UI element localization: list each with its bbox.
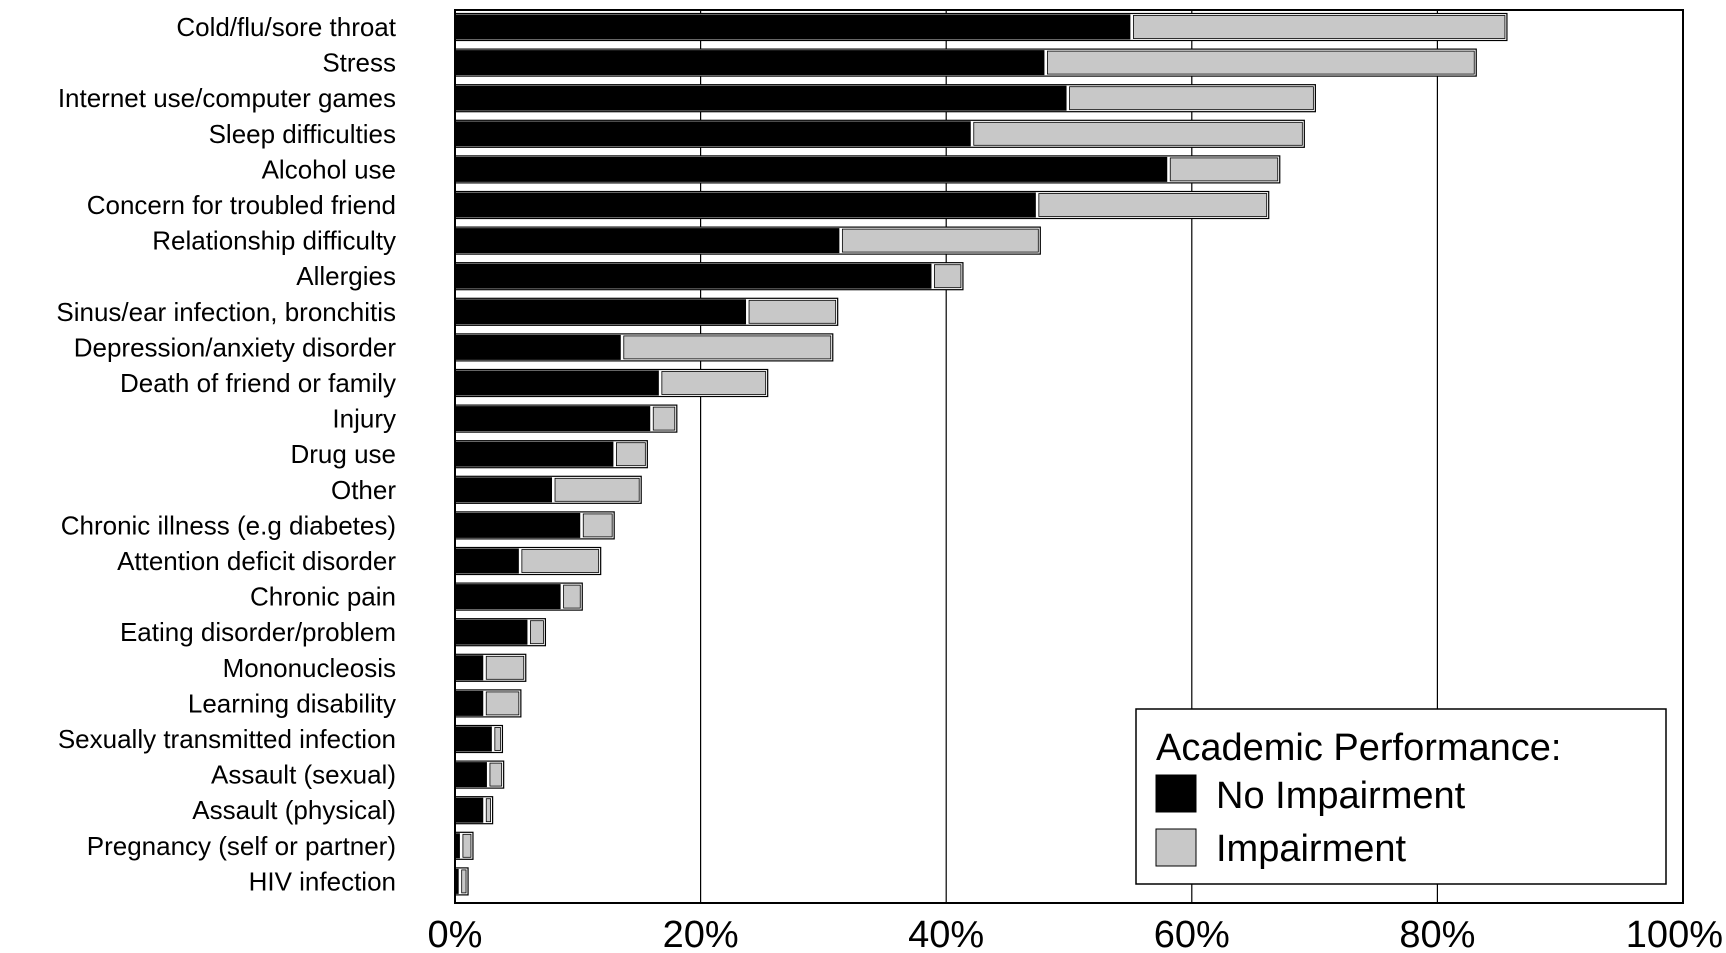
bars xyxy=(454,12,1508,896)
bar-no-impairment xyxy=(455,655,484,681)
category-label: HIV infection xyxy=(249,866,396,896)
category-label: Concern for troubled friend xyxy=(87,190,396,220)
category-label: Eating disorder/problem xyxy=(120,617,396,647)
bar-no-impairment xyxy=(455,762,487,788)
bar-no-impairment xyxy=(455,619,528,645)
bar-impairment xyxy=(485,798,492,823)
category-label: Learning disability xyxy=(188,688,396,718)
bar-no-impairment xyxy=(455,406,651,432)
category-label: Injury xyxy=(332,404,396,434)
legend-box xyxy=(1135,708,1667,885)
bar-impairment xyxy=(485,655,525,680)
category-label: Chronic illness (e.g diabetes) xyxy=(61,510,396,540)
bar-impairment xyxy=(1169,157,1279,182)
bar-impairment xyxy=(462,833,472,858)
bar-impairment xyxy=(1133,15,1506,39)
category-label: Sinus/ear infection, bronchitis xyxy=(56,297,396,327)
category-label: Sexually transmitted infection xyxy=(58,724,396,754)
x-tick-label: 60% xyxy=(1154,914,1230,953)
category-label: Mononucleosis xyxy=(223,653,396,683)
bar-impairment xyxy=(554,477,640,502)
bar-no-impairment xyxy=(455,726,492,752)
bar-impairment xyxy=(494,727,501,751)
bar-no-impairment xyxy=(455,14,1131,40)
category-labels: Cold/flu/sore throat Stress Internet use/c… xyxy=(56,12,396,896)
bar-no-impairment xyxy=(455,228,840,254)
x-tick-label: 20% xyxy=(663,914,739,953)
category-label: Death of friend or family xyxy=(120,368,396,398)
bar-impairment xyxy=(1069,86,1314,111)
category-label: Assault (sexual) xyxy=(211,760,396,790)
x-tick-labels: 0% 20% 40% 60% 80% 100% xyxy=(428,914,1723,953)
x-tick-label: 0% xyxy=(428,914,483,953)
bar-impairment xyxy=(521,549,600,573)
category-label: Assault (physical) xyxy=(192,795,396,825)
bar-impairment xyxy=(582,513,613,538)
bar-impairment xyxy=(973,121,1303,146)
bar-no-impairment xyxy=(455,85,1067,111)
bar-no-impairment xyxy=(455,441,614,467)
bar-no-impairment xyxy=(455,156,1168,182)
category-label: Allergies xyxy=(296,261,396,291)
category-label: Internet use/computer games xyxy=(58,83,396,113)
bar-no-impairment xyxy=(455,477,553,503)
bar-impairment xyxy=(661,371,767,395)
bar-impairment xyxy=(461,869,467,894)
bar-no-impairment xyxy=(455,121,971,147)
x-tick-label: 40% xyxy=(908,914,984,953)
legend-title: Academic Performance: xyxy=(1156,727,1562,769)
category-label: Pregnancy (self or partner) xyxy=(87,831,396,861)
bar-no-impairment xyxy=(455,50,1045,76)
bar-no-impairment xyxy=(455,797,484,823)
legend-label-impairment: Impairment xyxy=(1216,828,1406,870)
bar-impairment xyxy=(530,620,544,645)
category-label: Sleep difficulties xyxy=(209,119,396,149)
category-label: Alcohol use xyxy=(262,154,396,184)
bar-impairment xyxy=(934,264,962,289)
category-label: Relationship difficulty xyxy=(152,226,396,256)
bar-impairment xyxy=(748,299,837,324)
category-label: Stress xyxy=(322,48,396,78)
bar-impairment xyxy=(652,406,676,431)
x-tick-label: 100% xyxy=(1626,914,1723,953)
bar-impairment xyxy=(623,335,832,360)
bar-no-impairment xyxy=(455,299,747,325)
bar-impairment xyxy=(485,691,520,716)
category-label: Drug use xyxy=(291,439,397,469)
bar-no-impairment xyxy=(455,192,1036,218)
bar-no-impairment xyxy=(455,584,561,610)
x-tick-label: 80% xyxy=(1399,914,1475,953)
bar-impairment xyxy=(1038,193,1268,217)
bar-no-impairment xyxy=(455,334,621,360)
bar-impairment xyxy=(1047,50,1475,75)
category-label: Depression/anxiety disorder xyxy=(74,332,397,362)
bar-no-impairment xyxy=(455,548,519,574)
bar-impairment xyxy=(563,584,581,609)
legend-label-no-impairment: No Impairment xyxy=(1216,775,1466,817)
bar-impairment xyxy=(489,762,503,787)
bar-no-impairment xyxy=(455,263,932,289)
bar-no-impairment xyxy=(455,370,659,396)
plot-frame xyxy=(454,9,1684,904)
bar-impairment xyxy=(616,442,646,467)
bar-no-impairment xyxy=(455,868,459,894)
category-label: Cold/flu/sore throat xyxy=(176,12,396,42)
bar-no-impairment xyxy=(455,690,484,716)
category-label: Attention deficit disorder xyxy=(117,546,396,576)
bar-impairment xyxy=(841,228,1039,253)
legend-swatch-impairment xyxy=(1155,828,1197,867)
category-label: Other xyxy=(331,475,396,505)
legend-swatch-no-impairment xyxy=(1155,774,1197,813)
bar-no-impairment xyxy=(455,512,581,538)
bar-no-impairment xyxy=(455,833,460,859)
legend: Academic Performance: No Impairment Impa… xyxy=(1135,708,1667,885)
category-label: Chronic pain xyxy=(250,582,396,612)
